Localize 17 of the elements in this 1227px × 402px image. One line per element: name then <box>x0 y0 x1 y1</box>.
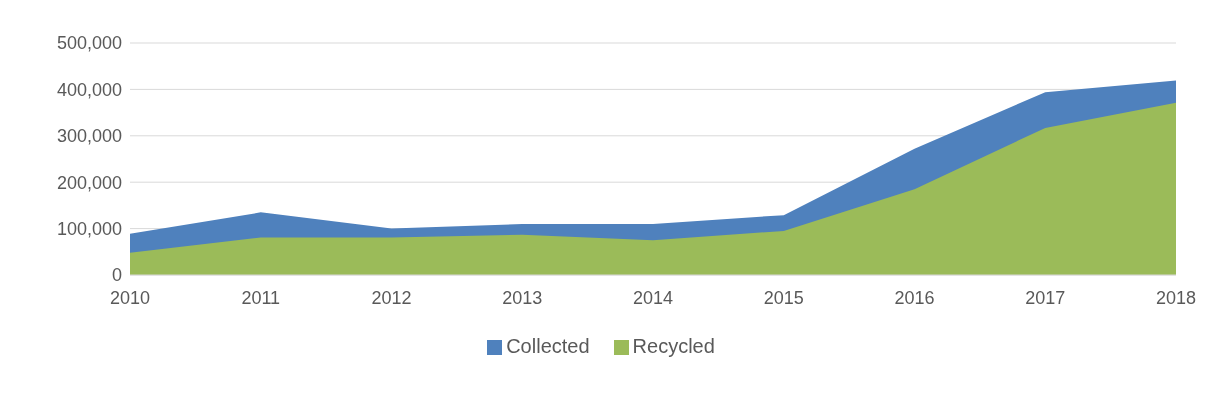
y-tick-label: 500,000 <box>56 33 122 54</box>
x-tick-label: 2018 <box>1155 287 1197 308</box>
y-tick-label: 400,000 <box>56 79 122 100</box>
x-tick-label: 2011 <box>241 287 281 308</box>
x-tick-label: 2013 <box>502 287 543 308</box>
x-tick-label: 2016 <box>894 287 935 308</box>
y-tick-label: 100,000 <box>56 218 122 239</box>
x-tick-label: 2017 <box>1025 287 1066 308</box>
x-tick-label: 2012 <box>371 287 412 308</box>
x-tick-label: 2015 <box>763 287 804 308</box>
x-tick-label: 2014 <box>632 287 674 308</box>
y-tick-label: 200,000 <box>56 172 122 193</box>
x-tick-label: 2010 <box>109 287 151 308</box>
y-tick-label: 0 <box>111 265 122 286</box>
y-tick-label: 300,000 <box>56 126 122 147</box>
legend-label: Recycled <box>632 335 715 357</box>
legend-label: Collected <box>506 335 590 357</box>
